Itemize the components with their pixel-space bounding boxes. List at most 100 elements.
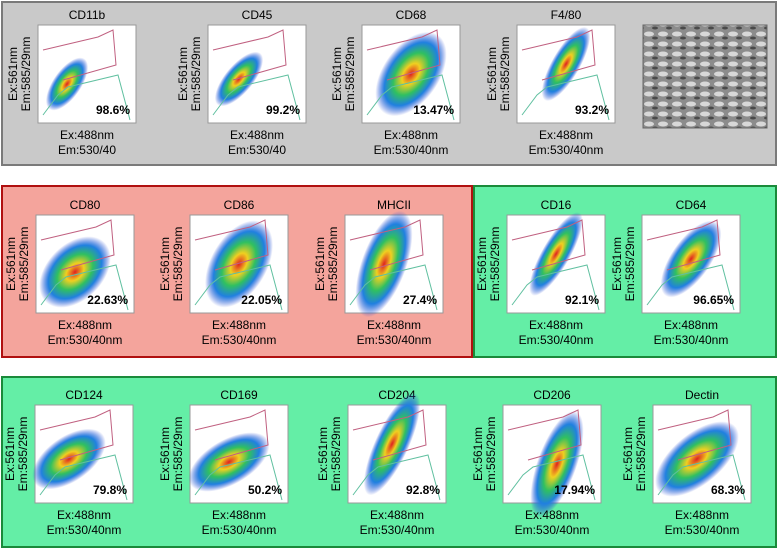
percent: 27.4% bbox=[403, 293, 437, 307]
percent: 98.6% bbox=[96, 103, 130, 117]
panel-title: CD16 bbox=[541, 198, 572, 212]
y-axis-label: Ex:561nm bbox=[4, 237, 18, 291]
microscope-image bbox=[642, 24, 768, 129]
x-axis-label: Ex:488nm bbox=[370, 508, 424, 522]
density-cloud bbox=[530, 410, 584, 518]
gate bbox=[42, 29, 117, 81]
gate bbox=[212, 29, 287, 81]
y-axis-label: Ex:561nm bbox=[610, 237, 624, 291]
x-axis-label: Ex:488nm bbox=[675, 508, 729, 522]
y-axis-label: Ex:561nm bbox=[475, 237, 489, 291]
x-axis-label: Ex:488nm bbox=[384, 128, 438, 142]
y-axis-label: Em:585/29nm bbox=[326, 227, 340, 302]
y-axis-label: Em:585/29nm bbox=[171, 417, 185, 492]
x-axis-label: Em:530/40nm bbox=[47, 523, 122, 537]
percent: 22.63% bbox=[87, 293, 128, 307]
x-axis-label: Ex:488nm bbox=[212, 318, 266, 332]
density-cloud bbox=[541, 26, 591, 102]
density-cloud bbox=[363, 392, 421, 496]
density-cloud bbox=[529, 212, 583, 296]
gate bbox=[366, 29, 441, 81]
y-axis-label: Ex:561nm bbox=[485, 47, 499, 101]
gate bbox=[646, 264, 735, 311]
gate bbox=[352, 454, 441, 501]
y-axis-label: Ex:561nm bbox=[6, 47, 20, 101]
y-axis-label: Em:585/29nm bbox=[171, 227, 185, 302]
x-axis-label: Em:530/40nm bbox=[48, 333, 123, 347]
gate bbox=[657, 454, 746, 501]
y-axis-label: Ex:561nm bbox=[471, 427, 485, 481]
y-axis-label: Ex:561nm bbox=[330, 47, 344, 101]
y-axis-label: Em:585/29nm bbox=[343, 37, 357, 112]
x-axis-label: Em:530/40nm bbox=[519, 333, 594, 347]
y-axis-label: Ex:561nm bbox=[158, 427, 172, 481]
percent: 22.05% bbox=[241, 293, 282, 307]
y-axis-label: Em:585/29nm bbox=[189, 37, 203, 112]
x-axis-label: Em:530/40nm bbox=[202, 523, 277, 537]
percent: 99.2% bbox=[266, 103, 300, 117]
percent: 13.47% bbox=[413, 103, 454, 117]
x-axis-label: Ex:488nm bbox=[230, 128, 284, 142]
y-axis-label: Ex:561nm bbox=[176, 47, 190, 101]
x-axis-label: Em:530/40 bbox=[58, 143, 116, 157]
y-axis-label: Em:585/29nm bbox=[484, 417, 498, 492]
percent: 68.3% bbox=[711, 483, 745, 497]
percent: 93.2% bbox=[575, 103, 609, 117]
x-axis-label: Ex:488nm bbox=[57, 508, 111, 522]
density-cloud bbox=[355, 210, 413, 318]
gate bbox=[352, 409, 427, 461]
y-axis-label: Ex:561nm bbox=[158, 237, 172, 291]
density-cloud bbox=[32, 428, 106, 490]
y-axis-label: Em:585/29nm bbox=[634, 417, 648, 492]
gate bbox=[511, 264, 600, 311]
gate bbox=[646, 219, 721, 271]
panel-title: CD64 bbox=[676, 198, 707, 212]
gate bbox=[194, 219, 269, 271]
x-axis-label: Em:530/40nm bbox=[654, 333, 729, 347]
x-axis-label: Em:530/40nm bbox=[374, 143, 449, 157]
density-cloud bbox=[214, 51, 264, 107]
panel-title: Dectin bbox=[685, 388, 719, 402]
panel-title: CD80 bbox=[70, 198, 101, 212]
y-axis-label: Em:585/29nm bbox=[488, 227, 502, 302]
y-axis-label: Em:585/29nm bbox=[498, 37, 512, 112]
gate bbox=[42, 74, 131, 121]
percent: 17.94% bbox=[554, 483, 595, 497]
percent: 79.8% bbox=[93, 483, 127, 497]
panel-title: CD169 bbox=[220, 388, 258, 402]
percent: 50.2% bbox=[248, 483, 282, 497]
gate bbox=[40, 264, 129, 311]
x-axis-label: Em:530/40nm bbox=[529, 143, 604, 157]
panel-title: CD206 bbox=[533, 388, 571, 402]
gate bbox=[194, 264, 283, 311]
y-axis-label: Em:585/29nm bbox=[16, 417, 30, 492]
gate bbox=[521, 74, 610, 121]
density-cloud bbox=[39, 236, 111, 308]
y-axis-label: Em:585/29nm bbox=[19, 37, 33, 112]
panel-title: CD68 bbox=[396, 8, 427, 22]
gate bbox=[349, 264, 438, 311]
gate bbox=[521, 29, 596, 81]
gate bbox=[194, 454, 283, 501]
x-axis-label: Ex:488nm bbox=[367, 318, 421, 332]
x-axis-label: Em:530/40nm bbox=[202, 333, 277, 347]
x-axis-label: Em:530/40 bbox=[228, 143, 286, 157]
x-axis-label: Ex:488nm bbox=[58, 318, 112, 332]
percent: 92.8% bbox=[406, 483, 440, 497]
x-axis-label: Em:530/40nm bbox=[665, 523, 740, 537]
gate bbox=[507, 409, 582, 461]
gate bbox=[507, 454, 596, 501]
y-axis-label: Em:585/29nm bbox=[329, 417, 343, 492]
y-axis-label: Ex:561nm bbox=[316, 427, 330, 481]
gate bbox=[39, 454, 128, 501]
x-axis-label: Em:530/40nm bbox=[357, 333, 432, 347]
gate bbox=[657, 409, 732, 461]
x-axis-label: Ex:488nm bbox=[539, 128, 593, 142]
y-axis-label: Ex:561nm bbox=[621, 427, 635, 481]
panel-title: CD124 bbox=[65, 388, 103, 402]
gate bbox=[511, 219, 586, 271]
x-axis-label: Em:530/40nm bbox=[360, 523, 435, 537]
x-axis-label: Ex:488nm bbox=[212, 508, 266, 522]
y-axis-label: Em:585/29nm bbox=[623, 227, 637, 302]
